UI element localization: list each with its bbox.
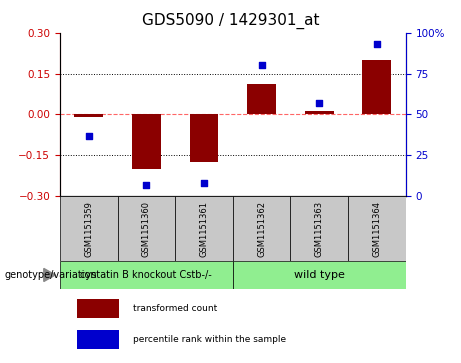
Bar (233, 196, 290, 261)
Text: transformed count: transformed count (133, 304, 217, 313)
Point (200, 180, 207, 186)
Text: GSM1151363: GSM1151363 (315, 201, 324, 257)
Bar (233, 261, 406, 289)
Text: GSM1151360: GSM1151360 (142, 201, 151, 257)
Point (85, 132, 92, 138)
Bar (132, 114, 161, 169)
Bar (175, 196, 233, 261)
Bar (247, 84, 276, 114)
Bar (60, 196, 118, 261)
Text: percentile rank within the sample: percentile rank within the sample (133, 335, 286, 344)
Bar (77, 299, 118, 318)
Text: cystatin B knockout Cstb-/-: cystatin B knockout Cstb-/- (81, 270, 212, 280)
Text: genotype/variation: genotype/variation (5, 270, 97, 280)
Text: GSM1151364: GSM1151364 (372, 201, 381, 257)
Text: wild type: wild type (294, 270, 345, 280)
Bar (189, 114, 219, 162)
Bar (348, 196, 406, 261)
Bar (290, 196, 348, 261)
Text: GDS5090 / 1429301_at: GDS5090 / 1429301_at (142, 13, 319, 29)
Text: GSM1151362: GSM1151362 (257, 201, 266, 257)
Text: GSM1151359: GSM1151359 (84, 201, 93, 257)
Point (315, 100, 323, 106)
Text: GSM1151361: GSM1151361 (200, 201, 208, 257)
Bar (362, 60, 391, 114)
Bar (74, 114, 103, 117)
Point (258, 62, 266, 68)
Point (142, 182, 150, 187)
Bar (60, 261, 233, 289)
Bar (305, 111, 334, 114)
Point (373, 41, 381, 47)
Bar (77, 330, 118, 349)
Bar (118, 196, 175, 261)
